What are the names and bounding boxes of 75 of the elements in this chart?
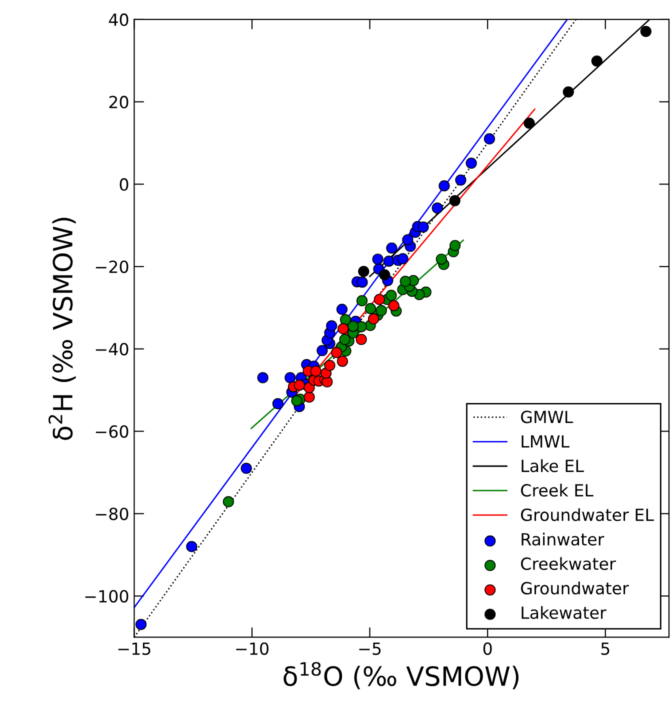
point — [294, 380, 305, 391]
legend-label: Lake EL — [522, 459, 584, 472]
point — [400, 276, 411, 287]
point — [336, 304, 348, 315]
point — [449, 195, 460, 206]
point — [418, 221, 429, 233]
y-tick-label: −20 — [96, 260, 128, 274]
point — [562, 86, 574, 98]
y-tick-label: −100 — [85, 590, 128, 603]
point — [284, 372, 296, 384]
point — [304, 392, 315, 403]
point — [524, 118, 535, 129]
legend-label: Groundwater — [521, 582, 629, 595]
y-tick-label: −60 — [96, 425, 128, 438]
point — [339, 334, 350, 346]
y-tick-label: 20 — [109, 96, 128, 108]
x-tick-label: 0 — [483, 642, 492, 655]
legend-label: Groundwater EL — [521, 508, 654, 522]
x-tick-label: −10 — [236, 642, 268, 655]
point — [386, 290, 397, 301]
legend-label: Lakewater — [522, 606, 606, 619]
point — [432, 202, 443, 214]
x-tick-label: 5 — [601, 642, 610, 655]
point — [397, 253, 408, 264]
legend-label: GMWL — [521, 410, 574, 424]
point — [356, 295, 368, 306]
point — [257, 372, 268, 384]
y-tick-label: −40 — [96, 342, 128, 356]
point — [374, 294, 386, 306]
point — [222, 496, 234, 508]
point — [466, 158, 477, 169]
point — [291, 395, 302, 406]
y-tick-label: −80 — [96, 508, 128, 520]
point — [135, 618, 147, 630]
point — [340, 314, 352, 326]
legend-label: Rainwater — [522, 532, 604, 546]
point — [450, 240, 461, 252]
point — [388, 300, 400, 312]
point — [338, 323, 349, 334]
point — [379, 269, 390, 280]
point — [376, 305, 387, 316]
point — [356, 276, 368, 288]
point — [272, 398, 284, 410]
point — [591, 55, 602, 67]
point — [336, 356, 348, 367]
point — [347, 320, 359, 332]
point — [316, 344, 328, 356]
point — [186, 541, 198, 552]
point — [358, 266, 370, 278]
point — [402, 234, 414, 246]
point — [386, 242, 398, 254]
point — [484, 133, 496, 144]
legend-label: Creek EL — [521, 484, 594, 497]
point — [356, 334, 367, 346]
point — [455, 174, 466, 186]
x-tick-label: −15 — [118, 642, 150, 655]
point — [331, 347, 342, 358]
legend-label: Creekwater — [521, 557, 616, 570]
point — [383, 256, 394, 267]
point — [240, 462, 252, 474]
point — [310, 366, 322, 377]
point — [372, 254, 384, 265]
x-axis-title: δ$^{18}$O (‰ VSMOW) — [284, 662, 519, 690]
y-tick-label: 40 — [108, 13, 128, 26]
point — [436, 254, 447, 265]
point — [368, 313, 380, 324]
y-axis-title: δ$^{2}$H (‰ VSMOW) — [48, 218, 76, 440]
x-tick-label: −5 — [359, 642, 381, 655]
point — [324, 360, 336, 371]
legend-label: LMWL — [522, 435, 570, 448]
y-tick-label: 0 — [120, 178, 128, 191]
point — [364, 302, 376, 314]
point — [640, 26, 652, 37]
point — [438, 180, 450, 192]
point — [326, 320, 338, 332]
